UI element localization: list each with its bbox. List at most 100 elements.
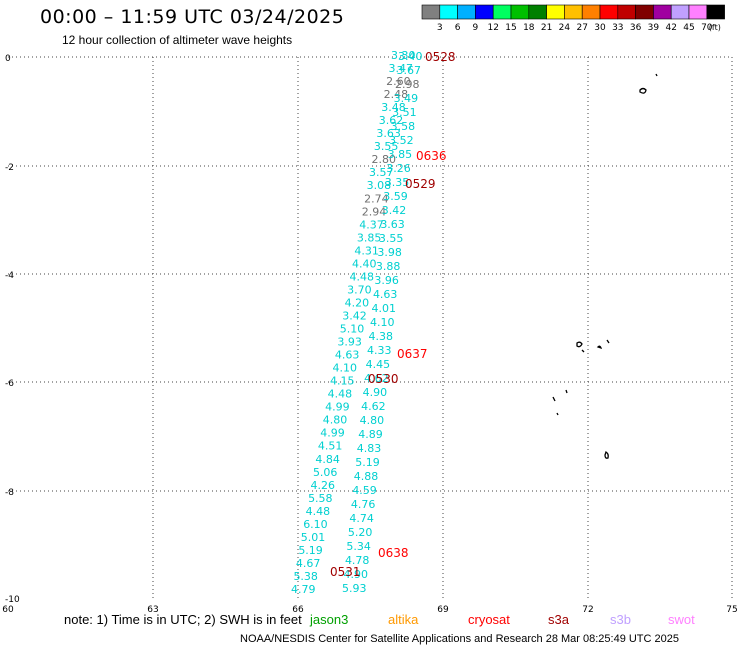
swh-label: 3.55 <box>379 232 404 245</box>
swh-label: 4.37 <box>359 218 384 231</box>
swh-label: 3.58 <box>391 120 416 133</box>
footer-credit: NOAA/NESDIS Center for Satellite Applica… <box>240 633 680 645</box>
island-outline <box>604 450 609 459</box>
colorbar-tick-label: 15 <box>505 23 516 33</box>
swh-label: 4.48 <box>350 270 375 283</box>
swh-label: 3.42 <box>342 309 367 322</box>
swh-label: 3.96 <box>374 274 399 287</box>
swh-label: 4.40 <box>352 257 377 270</box>
pass-time-label: 0637 <box>397 347 428 361</box>
colorbar-tick-label: 21 <box>541 23 552 33</box>
colorbar-tick-label: 70 <box>701 23 713 33</box>
swh-label: 4.78 <box>345 554 370 567</box>
island-outline <box>639 87 647 94</box>
swh-label: 2.74 <box>364 192 389 205</box>
swh-label: 3.98 <box>377 246 402 259</box>
swh-label: 4.62 <box>364 372 389 385</box>
island-outline <box>565 389 568 394</box>
colorbar-tick-label: 42 <box>665 23 676 33</box>
swh-label: 4.90 <box>363 386 388 399</box>
swh-label: 6.10 <box>303 518 328 531</box>
colorbar-unit-label: (ft) <box>709 23 721 32</box>
colorbar-tick-label: 24 <box>559 23 571 33</box>
swh-label: 4.80 <box>360 414 385 427</box>
swh-label: 4.20 <box>345 296 370 309</box>
swh-label: 4.26 <box>311 479 336 492</box>
map-grid: 60 63 66 69 72 75 0 -2 -4 -6 -8 -10 <box>2 54 737 615</box>
pass-time-label: 0531 <box>330 565 361 579</box>
wave-height-tracks: 3.303.472.602.483.483.623.633.552.803.57… <box>291 49 423 596</box>
swh-label: 2.98 <box>395 78 420 91</box>
swh-label: 4.90 <box>343 568 368 581</box>
swh-label: 5.01 <box>301 531 326 544</box>
swh-label: 3.51 <box>392 106 417 119</box>
swh-label: 4.31 <box>354 244 379 257</box>
colorbar-swatch <box>528 4 547 20</box>
latitude-label: -6 <box>5 379 14 389</box>
colorbar-swatch <box>706 4 725 20</box>
colorbar-tick-label: 36 <box>630 23 642 33</box>
swh-label: 4.99 <box>325 401 350 414</box>
longitude-label: 69 <box>437 605 449 615</box>
satellite-legend-item: cryosat <box>468 612 510 627</box>
pass-time-label: 0638 <box>378 546 409 560</box>
colorbar-tick-label: 27 <box>576 23 587 33</box>
pass-time-label: 0529 <box>405 177 436 191</box>
swh-label: 4.15 <box>330 375 355 388</box>
color-scale-bar: 3 6 9 12 15 18 21 24 27 30 33 36 39 42 45 70(ft) <box>421 4 725 33</box>
colorbar-swatch <box>546 4 565 20</box>
swh-label: 5.58 <box>308 492 333 505</box>
colorbar-swatch <box>510 4 530 20</box>
swh-label: 2.94 <box>362 205 387 218</box>
latitude-label: -10 <box>5 595 20 605</box>
swh-label: 3.55 <box>374 140 399 153</box>
colorbar-swatch <box>439 4 458 20</box>
swh-label: 3.67 <box>397 64 422 77</box>
latitude-label: -2 <box>5 163 14 173</box>
island-outlines <box>552 73 658 459</box>
swh-label: 5.38 <box>293 570 318 583</box>
latitude-label: 0 <box>5 54 11 64</box>
colorbar-swatch <box>421 4 441 20</box>
swh-label: 4.67 <box>296 557 321 570</box>
swh-label: 4.89 <box>358 428 383 441</box>
colorbar-swatch <box>581 4 601 20</box>
swh-label: 4.84 <box>315 453 340 466</box>
pass-time-labels: 0528 0636 0529 0637 0530 0638 0531 <box>330 50 456 579</box>
colorbar-swatch <box>599 4 619 20</box>
swh-label: 5.20 <box>348 526 373 539</box>
pass-time-label: 0528 <box>425 50 456 64</box>
swh-label: 4.48 <box>306 505 331 518</box>
longitude-label: 66 <box>292 605 304 615</box>
swh-label: 2.80 <box>371 153 396 166</box>
swh-label: 3.47 <box>389 62 414 75</box>
colorbar-tick-label: 33 <box>612 23 623 33</box>
swh-label: 4.45 <box>366 358 391 371</box>
swh-label: 4.74 <box>349 512 374 525</box>
colorbar-swatch <box>492 4 512 20</box>
island-outline <box>581 349 585 353</box>
colorbar-swatch <box>635 4 654 20</box>
swh-label: 5.06 <box>313 466 338 479</box>
island-outline <box>556 412 559 416</box>
satellite-legend-item: s3a <box>548 612 569 627</box>
swh-label: 3.93 <box>337 336 362 349</box>
swh-label: 3.48 <box>381 101 406 114</box>
swh-label: 4.10 <box>370 316 395 329</box>
swh-label: 3.63 <box>376 127 401 140</box>
swh-label: 4.62 <box>361 400 386 413</box>
swh-label: 4.80 <box>323 414 348 427</box>
swh-label: 3.52 <box>389 134 414 147</box>
page-subtitle: 12 hour collection of altimeter wave hei… <box>62 33 293 47</box>
colorbar-tick-label: 6 <box>455 23 461 33</box>
swh-label: 4.88 <box>354 470 379 483</box>
colorbar-swatch <box>688 4 708 20</box>
pass-time-label: 0530 <box>368 372 399 386</box>
swh-label: 2.48 <box>384 88 409 101</box>
longitude-label: 60 <box>2 605 14 615</box>
swh-label: 3.85 <box>388 148 413 161</box>
longitude-label: 63 <box>147 605 158 615</box>
satellite-legend-item: altika <box>388 612 419 627</box>
colorbar-swatch <box>475 4 494 20</box>
